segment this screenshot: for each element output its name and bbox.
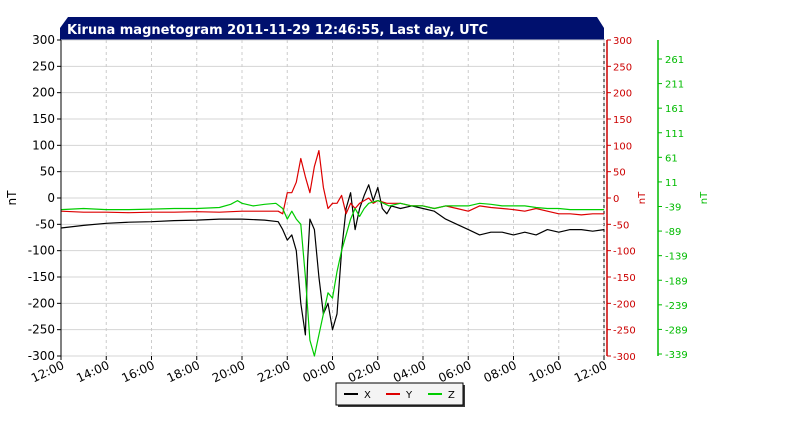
y-axis-left: 300 250 200 150 100 50 0 -50 -100 -150 -200 -250 -30…	[28, 33, 62, 363]
y2-tick-label: -150	[613, 273, 636, 284]
y3-axis-label: nT	[699, 191, 710, 204]
legend-label-y: Y	[405, 390, 413, 401]
y-tick-label: -150	[28, 270, 55, 284]
x-axis: 12:00 14:00 16:00 18:00 20:00 22:00 00:00 02:00…	[29, 356, 609, 385]
x-tick-label: 00:00	[300, 358, 337, 385]
y-tick-label: -300	[28, 349, 55, 363]
y-tick-label: 150	[32, 112, 55, 126]
y2-tick-label: -200	[613, 299, 636, 310]
y-tick-label: 0	[47, 191, 55, 205]
legend-label-z: Z	[448, 390, 455, 401]
y-axis-right-green: 261 211 161 111 61 11 -39 -89 -139 -189 -239 -289 -3…	[657, 40, 688, 361]
y2-tick-label: -100	[613, 247, 636, 258]
y2-tick-label: 100	[613, 141, 632, 152]
y3-tick-label: -139	[665, 252, 688, 263]
y3-tick-label: 61	[665, 153, 678, 164]
title-banner	[60, 17, 604, 40]
x-tick-label: 08:00	[481, 358, 518, 385]
x-tick-label: 20:00	[210, 358, 247, 385]
y2-tick-label: -50	[613, 220, 629, 231]
series-line-z	[60, 200, 604, 357]
y3-tick-label: 11	[665, 178, 678, 189]
y3-tick-label: -189	[665, 276, 688, 287]
y2-tick-label: 250	[613, 62, 632, 73]
x-tick-label: 22:00	[255, 358, 292, 385]
series-line-y	[60, 150, 604, 216]
y-axis-label: nT	[5, 190, 19, 206]
y2-tick-label: -300	[613, 352, 636, 363]
y-tick-label: -200	[28, 296, 55, 310]
x-tick-label: 12:00	[572, 358, 609, 385]
y3-tick-label: 211	[665, 80, 684, 91]
series-line-x	[60, 184, 605, 336]
y-tick-label: -100	[28, 244, 55, 258]
y2-tick-label: -250	[613, 326, 636, 337]
y-tick-label: 100	[32, 138, 55, 152]
x-tick-label: 10:00	[527, 358, 564, 385]
legend-label-x: X	[364, 390, 371, 401]
y3-tick-label: -289	[665, 325, 688, 336]
y3-tick-label: 111	[665, 129, 684, 140]
legend: X Y Z	[335, 382, 465, 407]
x-tick-label: 06:00	[436, 358, 473, 385]
y2-tick-label: 200	[613, 89, 632, 100]
y3-tick-label: -339	[665, 350, 688, 361]
x-tick-label: 04:00	[391, 358, 428, 385]
y3-tick-label: 261	[665, 55, 684, 66]
x-tick-label: 14:00	[74, 358, 111, 385]
y2-tick-label: 150	[613, 115, 632, 126]
y-tick-label: -250	[28, 323, 55, 337]
series-layer	[60, 150, 605, 357]
y2-tick-label: 50	[613, 168, 626, 179]
x-tick-label: 18:00	[165, 358, 202, 385]
y2-tick-label: 0	[613, 194, 619, 205]
chart-title: Kiruna magnetogram 2011-11-29 12:46:55, …	[67, 23, 488, 38]
y-tick-label: 200	[32, 86, 55, 100]
y2-axis-label: nT	[637, 191, 648, 204]
y-tick-label: -50	[35, 217, 55, 231]
x-tick-label: 02:00	[346, 358, 383, 385]
y-tick-label: 250	[32, 59, 55, 73]
y3-tick-label: -239	[665, 301, 688, 312]
y-axis-right-red: 300 250 200 150 100 50 0 -50 -100 -150 -200 -250 -30…	[606, 36, 636, 363]
y3-tick-label: -89	[665, 227, 681, 238]
x-tick-label: 16:00	[119, 358, 156, 385]
y-tick-label: 300	[32, 33, 55, 47]
y3-tick-label: -39	[665, 203, 681, 214]
y2-tick-label: 300	[613, 36, 632, 47]
y3-tick-label: 161	[665, 104, 684, 115]
y-tick-label: 50	[40, 165, 55, 179]
